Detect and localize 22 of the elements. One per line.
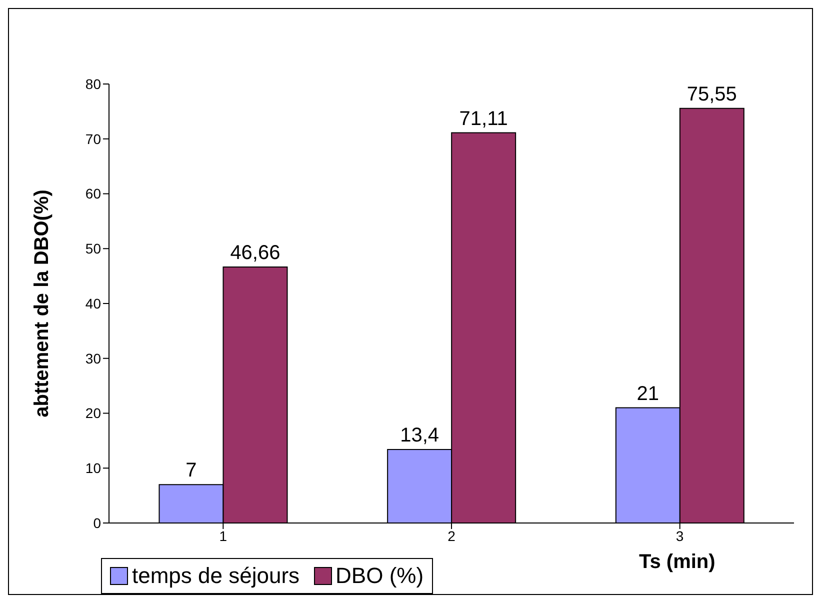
- y-tick-label: 60: [85, 186, 102, 202]
- data-label: 13,4: [400, 424, 440, 446]
- y-tick-label: 30: [85, 350, 102, 366]
- y-tick-label: 20: [85, 405, 102, 422]
- x-tick-label: 3: [676, 528, 684, 544]
- y-axis-title: abttement de la DBO(%): [31, 190, 54, 418]
- data-label: 21: [636, 382, 660, 405]
- x-tick-label: 1: [219, 528, 228, 544]
- y-tick-label: 80: [85, 76, 102, 92]
- legend-label: DBO (%): [334, 563, 424, 589]
- y-tick-label: 0: [93, 514, 102, 531]
- y-tick-label: 50: [85, 240, 102, 257]
- x-tick-label: 2: [448, 528, 456, 544]
- data-label: 75,55: [686, 83, 737, 106]
- x-axis-title: Ts (min): [639, 551, 716, 574]
- y-tick-label: 40: [85, 295, 102, 312]
- data-label: 46,66: [230, 242, 280, 264]
- legend-label: temps de séjours: [131, 563, 300, 589]
- y-tick-label: 10: [85, 460, 102, 476]
- data-label: 71,11: [459, 108, 508, 130]
- y-tick-label: 70: [85, 130, 102, 147]
- data-label: 7: [186, 460, 197, 482]
